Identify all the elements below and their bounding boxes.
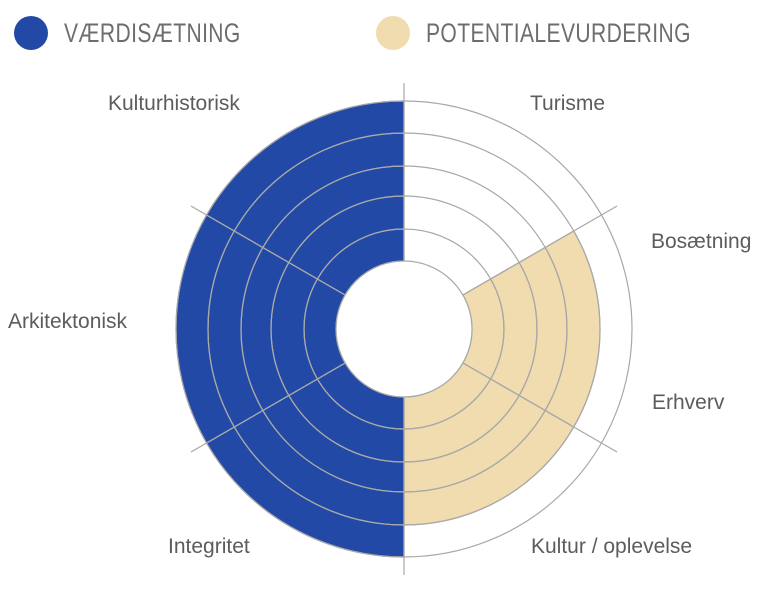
legend-item-vaerdisaetning[interactable]: VÆRDISÆTNING [13,16,291,50]
legend-label-potentialevurdering: POTENTIALEVURDERING [426,17,692,48]
axis-spoke [190,205,346,296]
category-label-turisme: Turisme [530,92,606,115]
legend-label-vaerdisaetning: VÆRDISÆTNING [63,17,241,48]
chart-spokes-group [190,83,618,575]
axis-spoke [462,362,618,453]
category-label-bosaetning: Bosætning [651,230,752,253]
circle-swatch-icon [13,16,48,50]
category-label-kulturhistorisk: Kulturhistorisk [108,92,240,115]
axis-spoke [462,205,618,296]
chart-center-hole [335,260,473,398]
circle-swatch-icon [376,16,411,50]
chart-sectors-group [175,100,601,558]
category-label-erhverv: Erhverv [652,391,725,414]
chart-center-hole-circle [335,260,473,398]
category-label-integritet: Integritet [168,535,250,558]
chart-legend: VÆRDISÆTNING POTENTIALEVURDERING [0,0,780,62]
category-label-arkitektonisk: Arkitektonisk [8,310,128,333]
category-label-kultur-oplevelse: Kultur / oplevelse [531,535,693,558]
legend-item-potentialevurdering[interactable]: POTENTIALEVURDERING [376,16,766,50]
axis-spoke [190,362,346,453]
